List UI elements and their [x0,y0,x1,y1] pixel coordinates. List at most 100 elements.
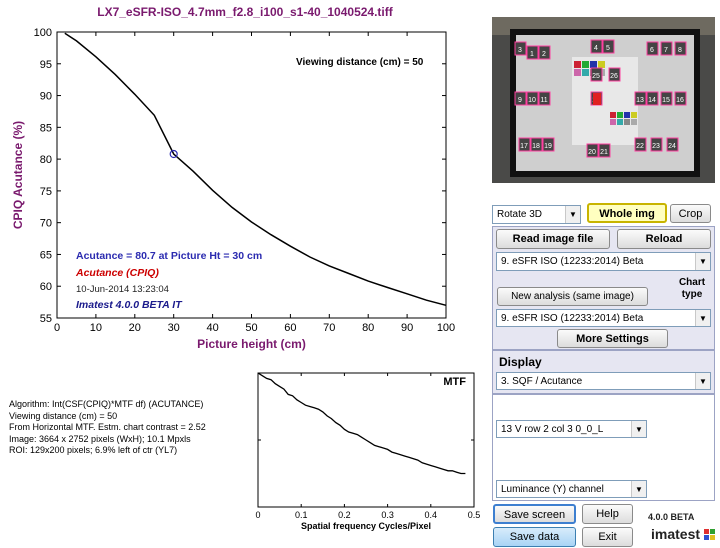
roi-patch [599,144,610,157]
color-patch [582,69,589,76]
mtf-x-tick-label: 0.4 [425,510,438,520]
save-data-button[interactable]: Save data [493,527,576,547]
color-patch [631,119,637,125]
roi-patch [515,42,526,55]
acutance-line [64,32,447,307]
color-patch [590,61,597,68]
y-tick-label: 85 [40,122,52,134]
roi-label: 3 [518,47,522,54]
file-select-value: 9. eSFR ISO (12233:2014) Beta [501,256,644,267]
rotate-select-value: Rotate 3D [497,209,543,220]
whole-img-button[interactable]: Whole img [587,203,667,223]
mtf-x-tick-label: 0.2 [338,510,351,520]
roi-outline [598,143,611,158]
roi-patch [519,138,530,151]
roi-patch [591,68,602,81]
info-line: From Horizontal MTF. Estm. chart contras… [9,422,206,432]
roi-outline [634,91,647,106]
help-button[interactable]: Help [582,504,633,524]
x-tick-label: 60 [284,322,296,334]
rotate-select[interactable]: Rotate 3D ▼ [492,205,581,224]
roi-outline [514,41,527,56]
selected-roi [593,93,601,105]
roi-label: 18 [532,143,540,150]
file-select[interactable]: 9. eSFR ISO (12233:2014) Beta ▼ [496,252,711,271]
channel-select[interactable]: Luminance (Y) channel ▼ [496,480,647,498]
roi-label: 20 [588,149,596,156]
y-tick-label: 60 [40,281,52,293]
imatest-logo-icon [704,529,715,540]
chevron-down-icon: ▼ [695,373,710,389]
color-patch [631,112,637,118]
plot-area [56,31,447,319]
roi-patch [527,46,538,59]
acutance-marker [169,149,178,159]
roi-outline [514,91,527,106]
x-tick-label: 90 [401,322,413,334]
cpiq-annotation: Acutance (CPIQ) [75,267,159,279]
roi-label: 2 [542,51,546,58]
mtf-x-tick-label: 0.1 [295,510,308,520]
roi-label: 8 [678,47,682,54]
display-select-value: 3. SQF / Acutance [501,376,583,387]
chevron-down-icon: ▼ [695,253,710,270]
roi-outline [650,137,663,152]
roi-select[interactable]: 13 V row 2 col 3 0_0_L ▼ [496,420,647,438]
color-patch [624,112,630,118]
roi-outline [590,67,603,82]
color-patch [617,119,623,125]
roi-outline [530,137,543,152]
chevron-down-icon: ▼ [565,206,580,223]
roi-outline [590,39,603,54]
color-patch [574,61,581,68]
color-patch [610,119,616,125]
save-screen-button[interactable]: Save screen [493,504,576,524]
new-analysis-button[interactable]: New analysis (same image) [497,287,648,306]
more-settings-button[interactable]: More Settings [557,329,668,348]
y-tick-label: 100 [34,27,52,39]
color-patch [598,61,605,68]
y-tick-label: 90 [40,91,52,103]
date-annotation: 10-Jun-2014 13:23:04 [76,284,169,295]
mtf-x-tick-label: 0.5 [468,510,481,520]
mtf-line [257,372,466,475]
roi-label: 4 [594,45,598,52]
roi-outline [666,137,679,152]
color-patch [617,112,623,118]
channel-select-value: Luminance (Y) channel [501,484,604,495]
roi-outline [634,137,647,152]
info-line: ROI: 129x200 pixels; 6.9% left of ctr (Y… [9,445,178,455]
roi-label: 16 [676,97,684,104]
acutance-annotation: Acutance = 80.7 at Picture Ht = 30 cm [76,250,262,262]
roi-patch [515,92,526,105]
roi-patch [647,42,658,55]
roi-patch [591,40,602,53]
roi-label: 14 [648,97,656,104]
info-line: Algorithm: Int(CSF(CPIQ)*MTF df) (ACUTAN… [9,399,204,409]
roi-outline [538,91,551,106]
reload-button[interactable]: Reload [617,229,711,249]
y-axis-label: CPIQ Acutance (%) [11,121,25,229]
roi-label: 22 [636,143,644,150]
roi-label: 15 [662,97,670,104]
chevron-down-icon: ▼ [631,481,646,497]
x-tick-label: 30 [168,322,180,334]
color-patch [610,112,616,118]
color-patch [624,119,630,125]
roi-label: 1 [530,51,534,58]
brand-logo: imatest [651,526,701,542]
image-preview[interactable]: 3124567891011121314151617181920212223242… [492,17,715,183]
roi-patch [603,40,614,53]
roi-label: 13 [636,97,644,104]
roi-label: 7 [664,47,668,54]
display-select[interactable]: 3. SQF / Acutance ▼ [496,372,711,390]
roi-label: 6 [650,47,654,54]
chart-type-select[interactable]: 9. eSFR ISO (12233:2014) Beta ▼ [496,309,711,327]
roi-patch [587,144,598,157]
roi-outline [518,137,531,152]
crop-button[interactable]: Crop [670,204,711,223]
read-image-button[interactable]: Read image file [496,229,610,249]
exit-button[interactable]: Exit [582,527,633,547]
mtf-x-tick-label: 0 [255,510,260,520]
roi-patch [539,46,550,59]
